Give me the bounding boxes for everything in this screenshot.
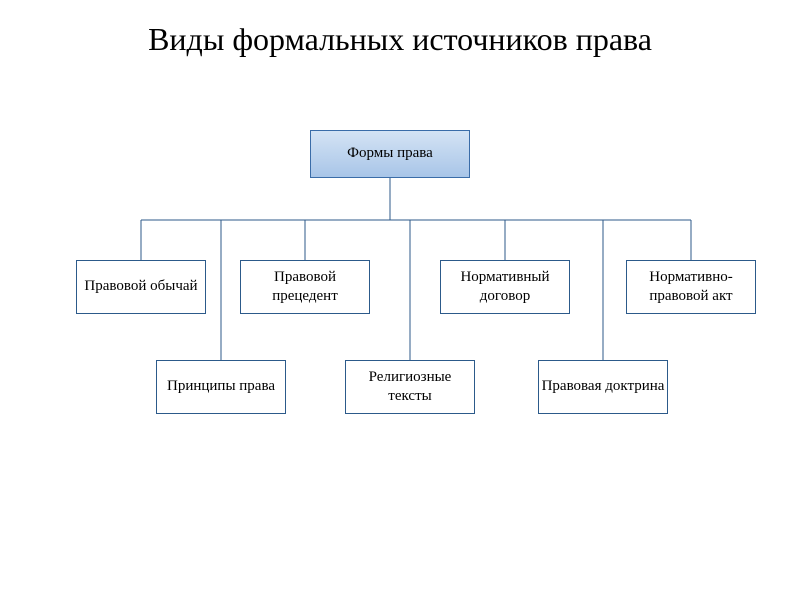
node-legal-doctrine: Правовая доктрина: [538, 360, 668, 414]
node-normative-act: Нормативно-правовой акт: [626, 260, 756, 314]
node-religious-texts: Религиозные тексты: [345, 360, 475, 414]
node-label: Правовой прецедент: [241, 268, 369, 307]
diagram-title: Виды формальных источников права: [0, 0, 800, 58]
node-label: Принципы права: [167, 377, 275, 397]
root-node-label: Формы права: [347, 144, 433, 164]
node-label: Религиозные тексты: [346, 368, 474, 407]
node-legal-precedent: Правовой прецедент: [240, 260, 370, 314]
node-label: Нормативный договор: [441, 268, 569, 307]
node-principles: Принципы права: [156, 360, 286, 414]
node-label: Нормативно-правовой акт: [627, 268, 755, 307]
node-normative-contract: Нормативный договор: [440, 260, 570, 314]
node-label: Правовой обычай: [84, 277, 197, 297]
node-legal-custom: Правовой обычай: [76, 260, 206, 314]
node-label: Правовая доктрина: [542, 377, 665, 397]
root-node: Формы права: [310, 130, 470, 178]
